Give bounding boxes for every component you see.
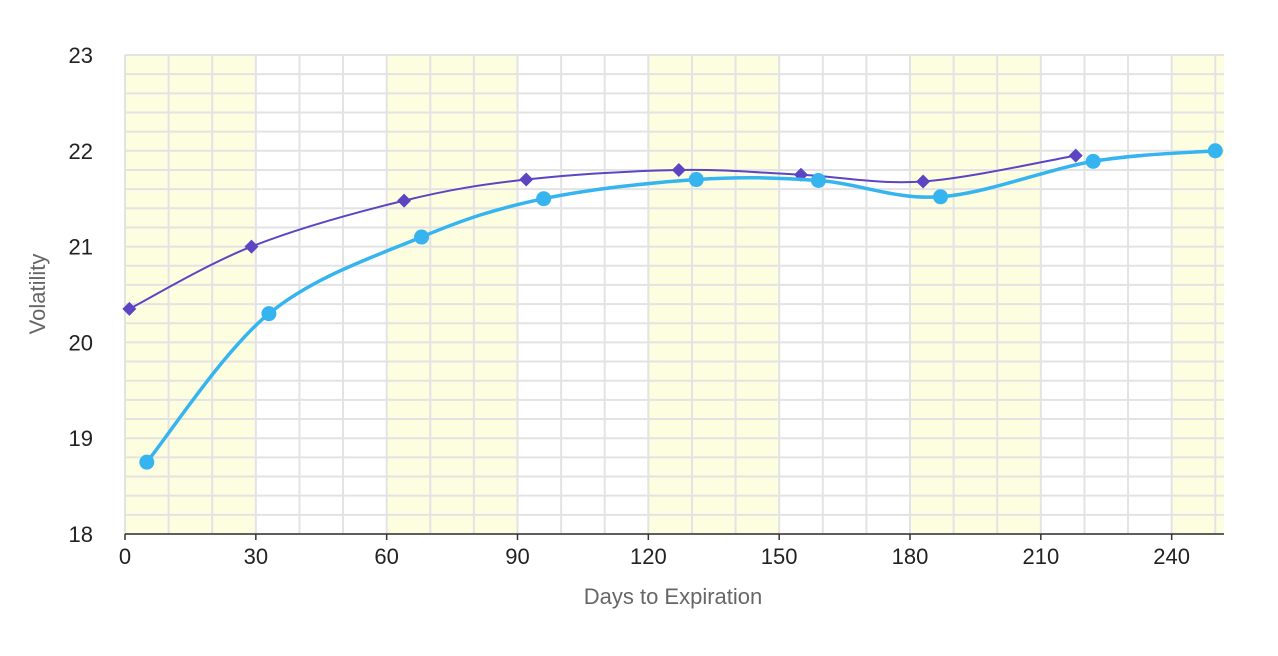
x-tick-label-210: 210 (1022, 544, 1059, 569)
x-tick-label-150: 150 (761, 544, 798, 569)
series-1-point-3 (536, 191, 552, 207)
band-3 (910, 55, 1041, 534)
series-1-point-1 (261, 306, 277, 322)
series-0-point-7 (1068, 148, 1083, 163)
series-1-point-6 (933, 189, 949, 205)
y-axis-title: Volatility (25, 254, 50, 335)
series-0-point-0 (122, 301, 137, 316)
band-0 (125, 55, 256, 534)
series-0-point-2 (397, 193, 412, 208)
series-0-point-1 (244, 239, 259, 254)
x-tick-label-180: 180 (892, 544, 929, 569)
y-tick-label-20: 20 (69, 330, 93, 355)
x-tick-label-0: 0 (119, 544, 131, 569)
x-tick-label-240: 240 (1153, 544, 1190, 569)
series-0-line (128, 154, 1076, 310)
y-tick-label-21: 21 (69, 235, 93, 260)
series-1-point-7 (1085, 153, 1101, 169)
y-tick-label-18: 18 (69, 522, 93, 547)
y-tick-label-22: 22 (69, 139, 93, 164)
series-1-point-4 (688, 172, 704, 188)
series-layer (122, 143, 1223, 470)
x-tick-label-30: 30 (244, 544, 268, 569)
x-tick-label-60: 60 (374, 544, 398, 569)
y-tick-label-19: 19 (69, 426, 93, 451)
band-2 (648, 55, 780, 534)
series-1-point-0 (139, 454, 155, 470)
band-1 (386, 55, 518, 534)
band-layer (125, 55, 1224, 534)
x-tick-label-90: 90 (505, 544, 529, 569)
series-0-point-4 (671, 162, 686, 177)
series-1-point-8 (1207, 143, 1223, 159)
series-1-point-2 (414, 229, 430, 245)
series-0-point-6 (916, 174, 931, 189)
axis-layer: 0 30 60 90 120 150 180 210 240 18 19 20 21 22 23 (69, 43, 1224, 569)
series-1-line (145, 149, 1216, 464)
series-1-point-5 (810, 172, 826, 188)
x-axis-title: Days to Expiration (584, 584, 763, 609)
series-0-point-3 (519, 172, 534, 187)
grid-layer (124, 54, 1224, 535)
x-tick-label-120: 120 (630, 544, 667, 569)
y-tick-label-23: 23 (69, 43, 93, 68)
